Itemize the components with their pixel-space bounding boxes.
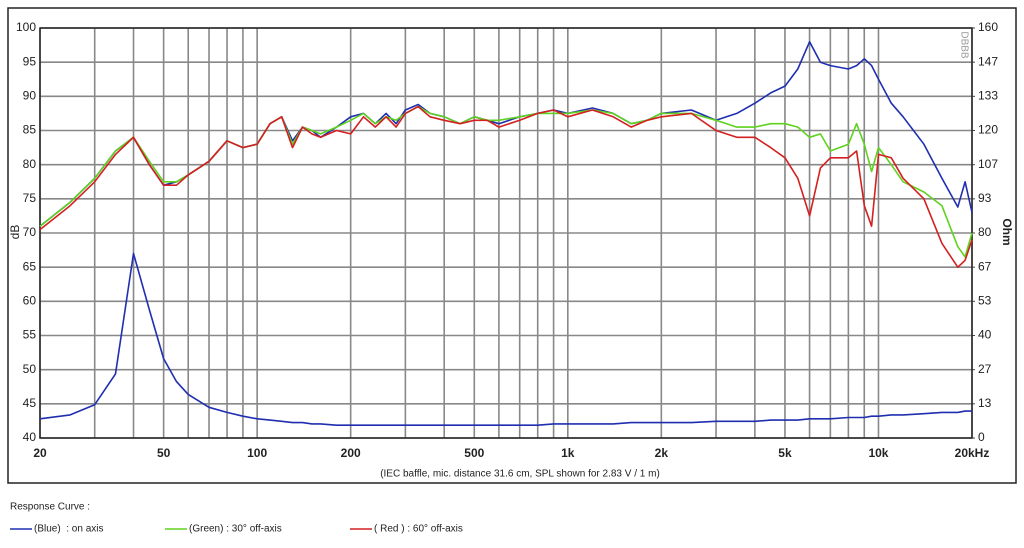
x-tick-label: 5k xyxy=(778,446,792,460)
y-tick-label: 90 xyxy=(23,89,37,103)
y-tick-label: 95 xyxy=(23,54,37,68)
y2-tick-label: 147 xyxy=(978,54,998,68)
y2-tick-label: 0 xyxy=(978,430,985,444)
y-tick-label: 100 xyxy=(16,20,36,34)
y-tick-label: 50 xyxy=(23,362,37,376)
y2-tick-label: 133 xyxy=(978,89,998,103)
legend-label: (Green) : 30° off-axis xyxy=(189,524,282,535)
y2-tick-label: 160 xyxy=(978,20,998,34)
y2-tick-label: 67 xyxy=(978,259,992,273)
y-tick-label: 45 xyxy=(23,396,37,410)
series-line xyxy=(39,105,973,268)
x-tick-label: 200 xyxy=(341,446,361,460)
x-tick-label: 2k xyxy=(655,446,669,460)
y-tick-label: 75 xyxy=(23,191,37,205)
x-tick-label: 10k xyxy=(868,446,888,460)
y2-tick-label: 80 xyxy=(978,225,992,239)
y2-tick-label: 107 xyxy=(978,157,998,171)
y-axis-label: dB xyxy=(8,225,22,240)
y-tick-label: 85 xyxy=(23,123,37,137)
y2-tick-label: 13 xyxy=(978,396,992,410)
y-tick-label: 40 xyxy=(23,430,37,444)
x-tick-label: 50 xyxy=(157,446,171,460)
x-tick-label: 500 xyxy=(464,446,484,460)
legend-label: ( Red ) : 60° off-axis xyxy=(374,524,463,535)
legend-label: (Blue) : on axis xyxy=(34,524,103,535)
x-tick-label: 20 xyxy=(33,446,47,460)
y2-tick-label: 53 xyxy=(978,294,992,308)
y-tick-label: 65 xyxy=(23,259,37,273)
series-line xyxy=(39,252,972,426)
x-axis-label: (IEC baffle, mic. distance 31.6 cm, SPL … xyxy=(380,469,660,480)
y-tick-label: 60 xyxy=(23,294,37,308)
y2-tick-label: 27 xyxy=(978,362,992,376)
y-tick-label: 70 xyxy=(23,225,37,239)
y-tick-label: 80 xyxy=(23,157,37,171)
x-tick-label: 100 xyxy=(247,446,267,460)
y2-tick-label: 93 xyxy=(978,191,992,205)
x-tick-label: 20kHz xyxy=(955,446,990,460)
y2-axis-label: Ohm xyxy=(1000,218,1014,245)
y2-tick-label: 40 xyxy=(978,328,992,342)
frame xyxy=(7,7,1017,484)
watermark: DBBB xyxy=(958,31,969,59)
legend-title: Response Curve : xyxy=(10,502,90,513)
x-tick-label: 1k xyxy=(561,446,575,460)
y-tick-label: 55 xyxy=(23,328,37,342)
y2-tick-label: 120 xyxy=(978,123,998,137)
